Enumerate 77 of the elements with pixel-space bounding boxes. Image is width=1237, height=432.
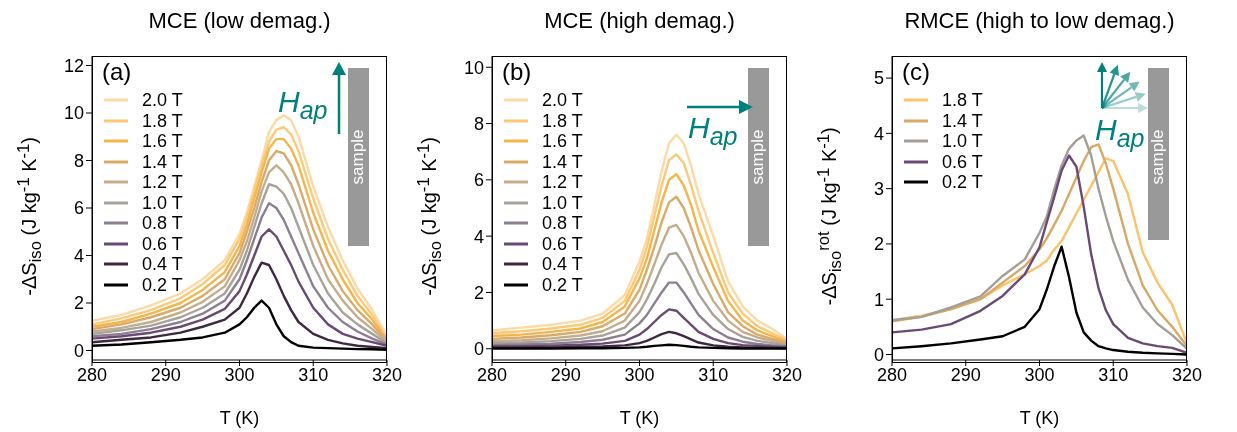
legend-label: 0.6 T <box>142 233 183 254</box>
y-tick-label: 10 <box>63 103 84 124</box>
legend-label: 1.8 T <box>142 110 183 131</box>
annotation: sample <box>347 128 368 187</box>
legend-label: 1.6 T <box>142 131 183 152</box>
legend-label: 0.6 T <box>942 151 983 172</box>
legend-label: 1.0 T <box>542 192 583 213</box>
y-tick-label: 6 <box>73 198 84 219</box>
chart-title: RMCE (high to low demag.) <box>903 8 1176 35</box>
x-tick-label: 280 <box>876 364 908 385</box>
y-tick-label: 10 <box>463 57 484 78</box>
x-axis-title: T (K) <box>619 408 660 428</box>
legend-label: 2.0 T <box>542 90 583 111</box>
legend-label: 1.4 T <box>142 151 183 172</box>
legend-label: 0.2 T <box>542 274 583 295</box>
x-tick-label: 290 <box>950 364 981 385</box>
chart-title: MCE (high demag.) <box>543 8 736 35</box>
annotation: sample <box>1147 128 1168 187</box>
legend-label: 1.2 T <box>142 172 183 193</box>
y-tick-label: 5 <box>873 68 884 89</box>
annotation: H$_{ap}$ <box>1095 113 1145 154</box>
x-tick-label: 310 <box>1098 364 1129 385</box>
y-tick-label: 8 <box>473 113 484 134</box>
x-tick-label: 290 <box>150 364 181 385</box>
annotation: (c) <box>902 58 930 86</box>
legend-label: 1.0 T <box>142 192 183 213</box>
y-tick-label: 4 <box>873 123 884 144</box>
chart-title: MCE (low demag.) <box>147 8 332 35</box>
line-series <box>492 251 787 347</box>
legend-label: 1.8 T <box>542 110 583 131</box>
legend-label: 1.4 T <box>542 151 583 172</box>
legend-label: 0.2 T <box>942 172 983 193</box>
annotation: (b) <box>502 58 532 86</box>
line-series <box>492 308 787 349</box>
annotation: H$_{ap}$ <box>278 85 328 126</box>
y-tick-label: 12 <box>63 55 84 76</box>
legend-label: 0.6 T <box>542 233 583 254</box>
x-tick-label: 300 <box>224 364 255 385</box>
x-axis-title: T (K) <box>1019 408 1060 428</box>
annotation: sample <box>747 128 768 187</box>
y-tick-label: 4 <box>73 245 84 266</box>
legend-label: 1.6 T <box>542 131 583 152</box>
legend-label: 0.8 T <box>542 213 583 234</box>
legend-label: 0.2 T <box>142 274 183 295</box>
line-series <box>92 228 387 347</box>
x-tick-label: 300 <box>624 364 655 385</box>
legend-label: 1.2 T <box>542 172 583 193</box>
x-tick-label: 320 <box>1171 364 1203 385</box>
y-tick-label: 0 <box>73 340 84 361</box>
annotation: (a) <box>102 58 132 86</box>
y-tick-label: 4 <box>473 226 484 247</box>
x-tick-label: 300 <box>1024 364 1055 385</box>
y-tick-label: 6 <box>473 170 484 191</box>
legend-label: 0.8 T <box>142 213 183 234</box>
legend-label: 1.0 T <box>942 131 983 152</box>
x-tick-label: 280 <box>76 364 108 385</box>
x-tick-label: 280 <box>476 364 508 385</box>
x-tick-label: 320 <box>771 364 803 385</box>
legend-label: 1.8 T <box>942 90 983 111</box>
x-tick-label: 310 <box>298 364 329 385</box>
legend-label: 2.0 T <box>142 90 183 111</box>
y-tick-label: 2 <box>73 293 84 314</box>
y-tick-label: 8 <box>73 150 84 171</box>
y-tick-label: 3 <box>873 179 884 200</box>
x-axis-title: T (K) <box>219 408 260 428</box>
y-tick-label: 0 <box>873 344 884 365</box>
legend-label: 1.4 T <box>942 110 983 131</box>
x-tick-label: 290 <box>550 364 581 385</box>
y-tick-label: 2 <box>873 234 884 255</box>
y-tick-label: 0 <box>473 339 484 360</box>
x-tick-label: 320 <box>371 364 403 385</box>
x-tick-label: 310 <box>698 364 729 385</box>
annotation: H$_{ap}$ <box>688 111 738 152</box>
legend-label: 0.4 T <box>142 254 183 275</box>
y-tick-label: 1 <box>873 289 884 310</box>
legend-label: 0.4 T <box>542 254 583 275</box>
y-tick-label: 2 <box>473 282 484 303</box>
